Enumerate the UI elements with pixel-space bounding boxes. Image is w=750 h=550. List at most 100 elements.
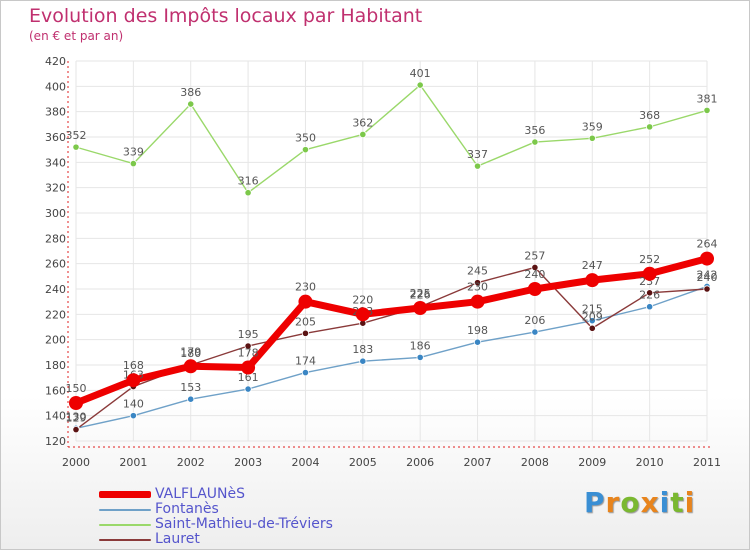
data-label: 179 — [180, 345, 201, 358]
data-point — [72, 425, 80, 434]
data-label: 362 — [352, 116, 373, 129]
x-tick-label: 2003 — [234, 456, 262, 469]
x-tick-label: 2007 — [464, 456, 492, 469]
x-tick-label: 2010 — [636, 456, 664, 469]
logo-letter: P — [584, 486, 606, 519]
legend-swatch — [99, 491, 151, 498]
data-label: 242 — [697, 268, 718, 281]
x-tick-label: 2001 — [119, 456, 147, 469]
data-label: 186 — [410, 339, 431, 352]
data-label: 368 — [639, 109, 660, 122]
data-point — [241, 360, 256, 375]
data-point — [359, 357, 367, 365]
logo-letter: i — [684, 486, 696, 519]
x-tick-label: 2009 — [578, 456, 606, 469]
data-label: 209 — [582, 310, 603, 323]
data-label: 183 — [352, 343, 373, 356]
data-point — [470, 294, 485, 309]
data-label: 316 — [238, 175, 259, 188]
y-tick-label: 220 — [45, 308, 66, 321]
data-point — [244, 189, 252, 197]
y-tick-label: 340 — [45, 156, 66, 169]
data-label: 252 — [639, 253, 660, 266]
data-label: 337 — [467, 148, 488, 161]
data-point — [129, 160, 137, 168]
data-point — [187, 395, 195, 403]
proxiti-logo: Proxiti — [584, 486, 695, 519]
x-tick-label: 2000 — [62, 456, 90, 469]
data-point — [531, 328, 539, 336]
data-label: 350 — [295, 132, 316, 145]
legend-label: VALFLAUNèS — [155, 486, 246, 502]
data-point — [700, 251, 714, 266]
data-point — [301, 329, 310, 337]
data-point — [642, 266, 657, 281]
data-label: 178 — [238, 347, 259, 360]
line-chart: 1201401601802002202402602803003203403603… — [45, 55, 721, 469]
data-label: 230 — [467, 281, 488, 294]
data-label: 225 — [410, 287, 431, 300]
data-point — [129, 412, 137, 420]
legend-swatch — [99, 539, 151, 541]
data-label: 195 — [238, 328, 259, 341]
data-label: 140 — [123, 398, 144, 411]
data-point — [413, 301, 428, 315]
data-label: 180 — [180, 347, 201, 360]
data-point — [531, 138, 539, 146]
data-point — [355, 307, 370, 322]
data-label: 198 — [467, 324, 488, 337]
y-tick-label: 180 — [45, 359, 66, 372]
data-label: 352 — [66, 129, 87, 142]
logo-letter: o — [620, 486, 641, 519]
y-tick-label: 380 — [45, 106, 66, 119]
y-tick-label: 200 — [45, 334, 66, 347]
data-label: 240 — [697, 271, 718, 284]
legend-swatch — [99, 524, 151, 526]
x-tick-label: 2004 — [291, 456, 319, 469]
data-label: 401 — [410, 67, 431, 80]
data-label: 161 — [238, 371, 259, 384]
data-point — [703, 106, 711, 115]
legend-label: Saint-Mathieu-de-Tréviers — [155, 516, 333, 532]
data-point — [473, 338, 482, 346]
chart-subtitle: (en € et par an) — [29, 29, 124, 43]
legend-item: VALFLAUNèS — [99, 486, 399, 502]
data-label: 356 — [524, 124, 545, 137]
data-point — [72, 143, 80, 151]
data-point — [244, 342, 252, 350]
data-point — [646, 289, 654, 297]
data-label: 226 — [410, 289, 431, 302]
logo-letter: r — [605, 486, 621, 519]
data-point — [527, 282, 542, 296]
data-point — [126, 373, 141, 388]
data-label: 205 — [295, 315, 316, 328]
legend-label: Lauret — [155, 531, 200, 547]
data-label: 381 — [697, 92, 718, 105]
data-label: 245 — [467, 265, 488, 278]
data-point — [588, 317, 596, 325]
data-point — [588, 134, 596, 142]
series-line — [75, 285, 708, 430]
data-label: 150 — [66, 382, 87, 395]
data-point — [473, 279, 482, 287]
data-point — [183, 359, 198, 374]
data-point — [646, 123, 654, 131]
legend: VALFLAUNèS Fontanès Saint-Mathieu-de-Trévi… — [99, 486, 399, 547]
data-label: 206 — [524, 314, 545, 327]
y-tick-label: 260 — [45, 258, 66, 271]
series-line — [75, 84, 708, 194]
data-point — [588, 324, 596, 332]
data-point — [416, 353, 424, 361]
legend-item: Fontanès — [99, 501, 399, 517]
y-tick-label: 120 — [45, 435, 66, 448]
logo-letter: x — [640, 486, 660, 519]
x-tick-label: 2002 — [177, 456, 205, 469]
chart-title: Evolution des Impôts locaux par Habitant — [29, 5, 423, 27]
y-tick-label: 400 — [45, 80, 66, 93]
data-label: 168 — [123, 359, 144, 372]
data-point — [301, 368, 310, 377]
data-point — [69, 396, 83, 410]
y-tick-label: 240 — [45, 283, 66, 296]
y-tick-label: 160 — [45, 384, 66, 397]
